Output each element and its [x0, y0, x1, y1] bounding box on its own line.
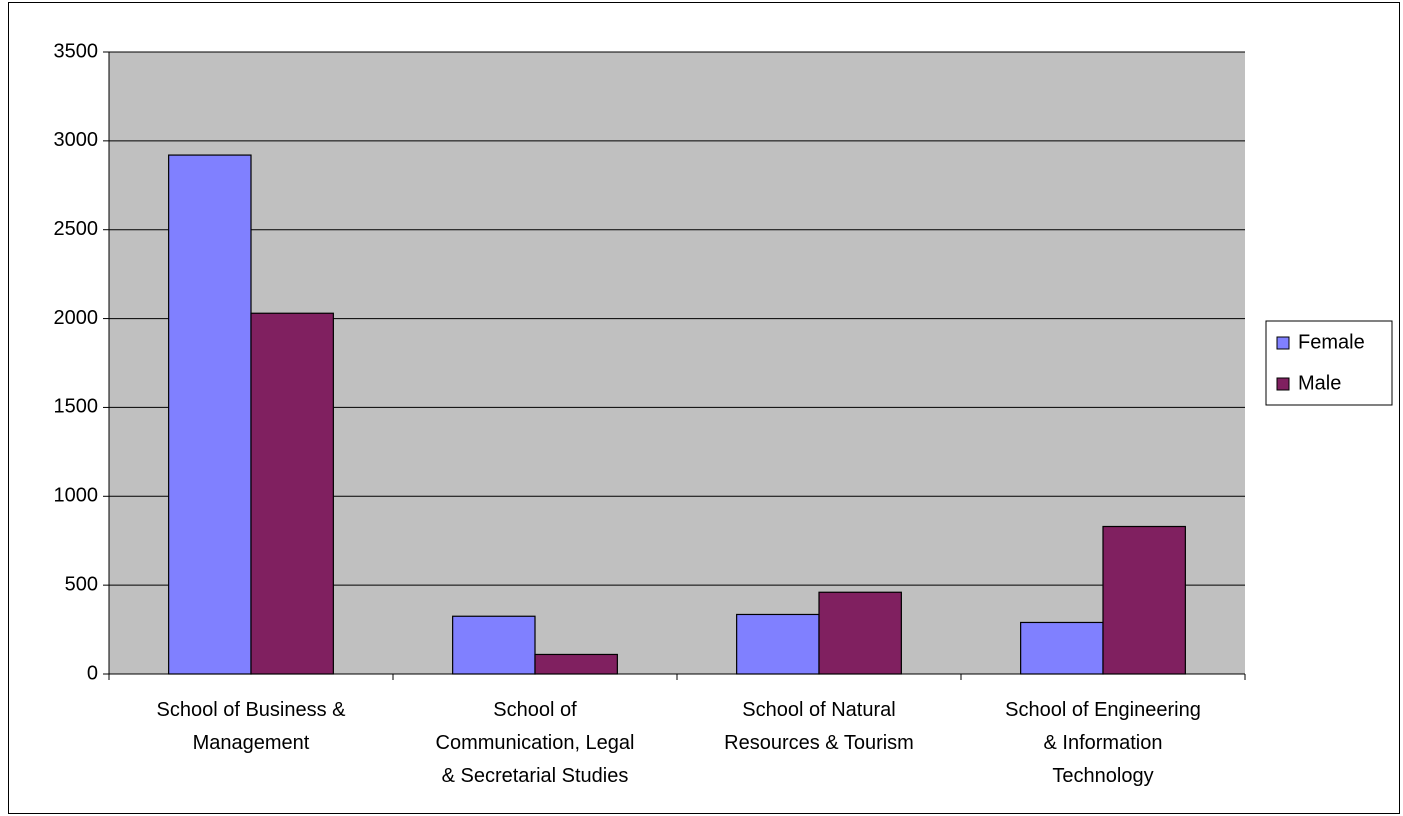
x-category-label-line: School of Natural	[742, 699, 895, 721]
x-category-label: School of Natural Resources & Tourism	[724, 699, 914, 754]
y-axis-tick-labels: 0 500 1000 1500 2000 2500 3000 3500	[54, 40, 99, 684]
x-axis-category-labels: School of Business & Management School of C…	[157, 699, 1201, 787]
y-tick-label: 3000	[54, 129, 99, 151]
bar-male-1	[534, 653, 618, 675]
legend: Female Male	[1265, 320, 1393, 406]
bar-female-0	[168, 154, 252, 675]
legend-swatch-female	[1276, 336, 1290, 350]
y-tick-label: 500	[65, 573, 98, 595]
legend-label-male: Male	[1298, 372, 1341, 394]
legend-label-female: Female	[1298, 331, 1365, 353]
x-category-label-line: Management	[193, 732, 310, 754]
x-category-label-line: School of	[493, 699, 577, 721]
bar-female-3	[1020, 621, 1104, 675]
bar-female-2	[736, 613, 820, 675]
x-category-label-line: School of Engineering	[1005, 699, 1201, 721]
x-category-label-line: Communication, Legal	[436, 732, 635, 754]
legend-box	[1265, 320, 1393, 406]
x-category-label: School of Business & Management	[157, 699, 347, 754]
y-tick-label: 1000	[54, 485, 99, 507]
x-category-label: School of Communication, Legal & Secretari…	[436, 699, 635, 787]
y-tick-label: 1500	[54, 396, 99, 418]
x-category-label-line: Technology	[1052, 765, 1153, 787]
y-tick-label: 2000	[54, 307, 99, 329]
bar-male-2	[818, 591, 902, 675]
x-category-label-line: & Secretarial Studies	[442, 765, 629, 787]
y-tick-label: 3500	[54, 40, 99, 62]
bar-male-0	[250, 312, 334, 675]
legend-swatch-male	[1276, 377, 1290, 391]
y-tick-label: 0	[87, 662, 98, 684]
x-category-label: School of Engineering & Information Techno…	[1005, 699, 1201, 787]
y-tick-label: 2500	[54, 218, 99, 240]
x-category-label-line: School of Business &	[157, 699, 347, 721]
x-category-label-line: & Information	[1044, 732, 1163, 754]
x-category-label-line: Resources & Tourism	[724, 732, 914, 754]
axes	[103, 51, 1246, 680]
bar-female-1	[452, 615, 536, 675]
bar-male-3	[1102, 525, 1186, 675]
